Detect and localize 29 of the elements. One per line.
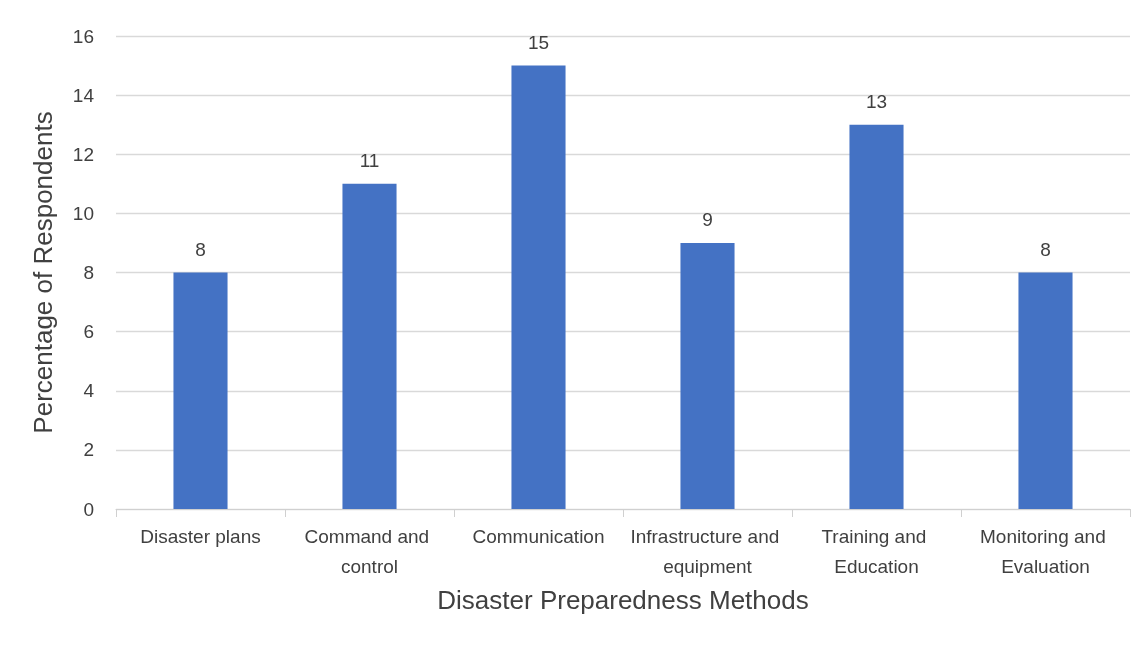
bar — [1018, 272, 1073, 509]
x-tick-label: Infrastructure and equipment — [630, 525, 785, 577]
y-axis-title: Percentage of Respondents — [28, 111, 58, 434]
x-tick-label: Communication — [472, 525, 605, 547]
y-tick-label: 16 — [72, 25, 94, 47]
y-tick-label: 8 — [83, 262, 94, 283]
data-label: 11 — [359, 149, 380, 171]
x-tick-label: Disaster plans — [140, 525, 261, 547]
x-axis-title: Disaster Preparedness Methods — [437, 585, 809, 615]
bar — [511, 65, 566, 509]
y-tick-label: 10 — [72, 202, 94, 224]
bar — [680, 242, 735, 509]
y-tick-label: 6 — [83, 321, 94, 343]
data-label: 9 — [702, 208, 713, 230]
bar — [342, 183, 397, 509]
data-label: 8 — [1040, 238, 1051, 260]
data-label: 8 — [195, 238, 206, 260]
bar — [849, 124, 904, 509]
bar — [173, 272, 228, 509]
x-tick-label: Command and control — [304, 525, 435, 577]
x-tick-label: Training and Education — [821, 525, 932, 577]
data-label: 13 — [865, 90, 888, 112]
data-label: 15 — [527, 31, 550, 53]
y-tick-label: 4 — [83, 380, 95, 402]
y-tick-label: 14 — [72, 84, 95, 106]
x-tick-label: Monitoring and Evaluation — [980, 525, 1111, 577]
y-tick-label: 12 — [72, 143, 94, 165]
y-tick-label: 0 — [83, 498, 94, 520]
y-tick-label: 2 — [83, 439, 94, 461]
